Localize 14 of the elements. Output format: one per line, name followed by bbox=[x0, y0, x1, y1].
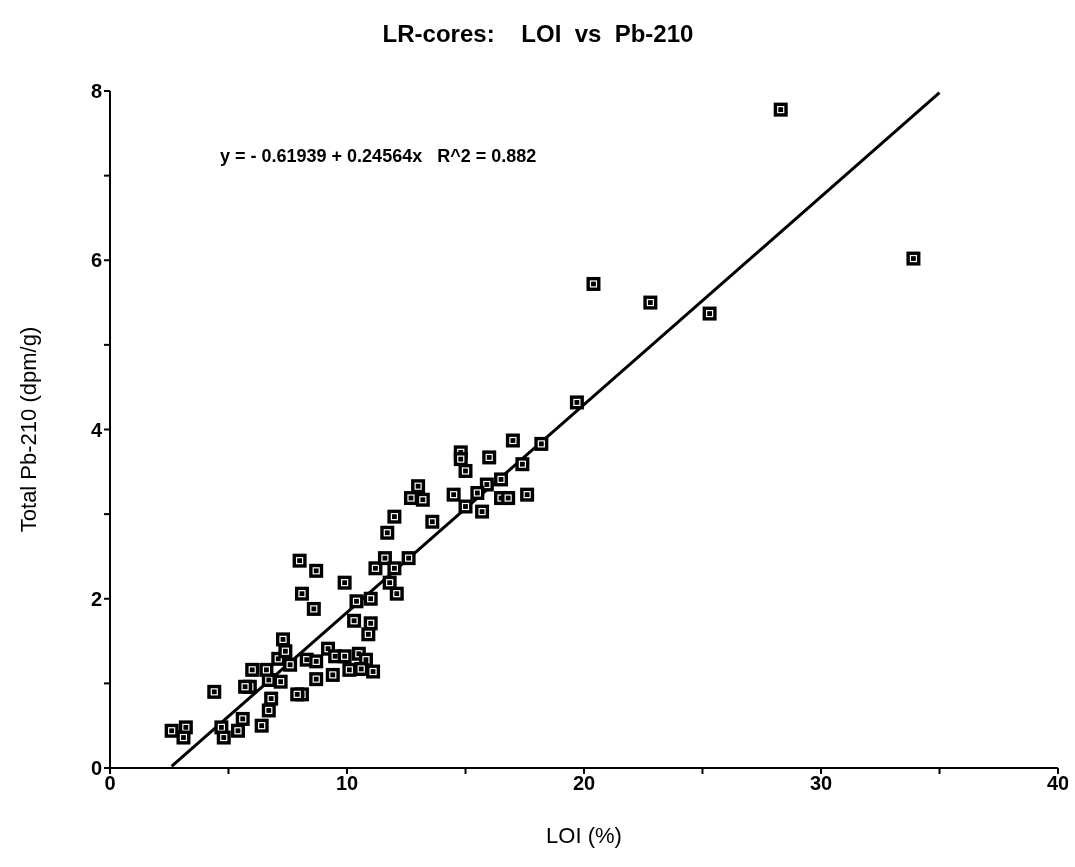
x-tick-label: 40 bbox=[1046, 772, 1070, 795]
x-axis-title: LOI (%) bbox=[546, 823, 622, 848]
annotation: y = - 0.61939 + 0.24564x R^2 = 0.882 bbox=[220, 146, 537, 167]
y-tick-label: 6 bbox=[90, 249, 102, 272]
y-tick-label: 4 bbox=[90, 418, 103, 441]
chart-title: LR-cores: LOI vs Pb-210 bbox=[381, 20, 695, 48]
y-tick-label: 0 bbox=[90, 757, 102, 780]
y-axis-title: Total Pb-210 (dpm/g) bbox=[15, 326, 41, 533]
x-tick-label: 10 bbox=[335, 772, 359, 795]
x-tick-label: 20 bbox=[572, 772, 596, 795]
x-tick-label: 0 bbox=[104, 772, 116, 795]
y-tick-label: 8 bbox=[90, 80, 102, 103]
y-tick-label: 2 bbox=[90, 587, 102, 610]
x-tick-label: 30 bbox=[809, 772, 833, 795]
